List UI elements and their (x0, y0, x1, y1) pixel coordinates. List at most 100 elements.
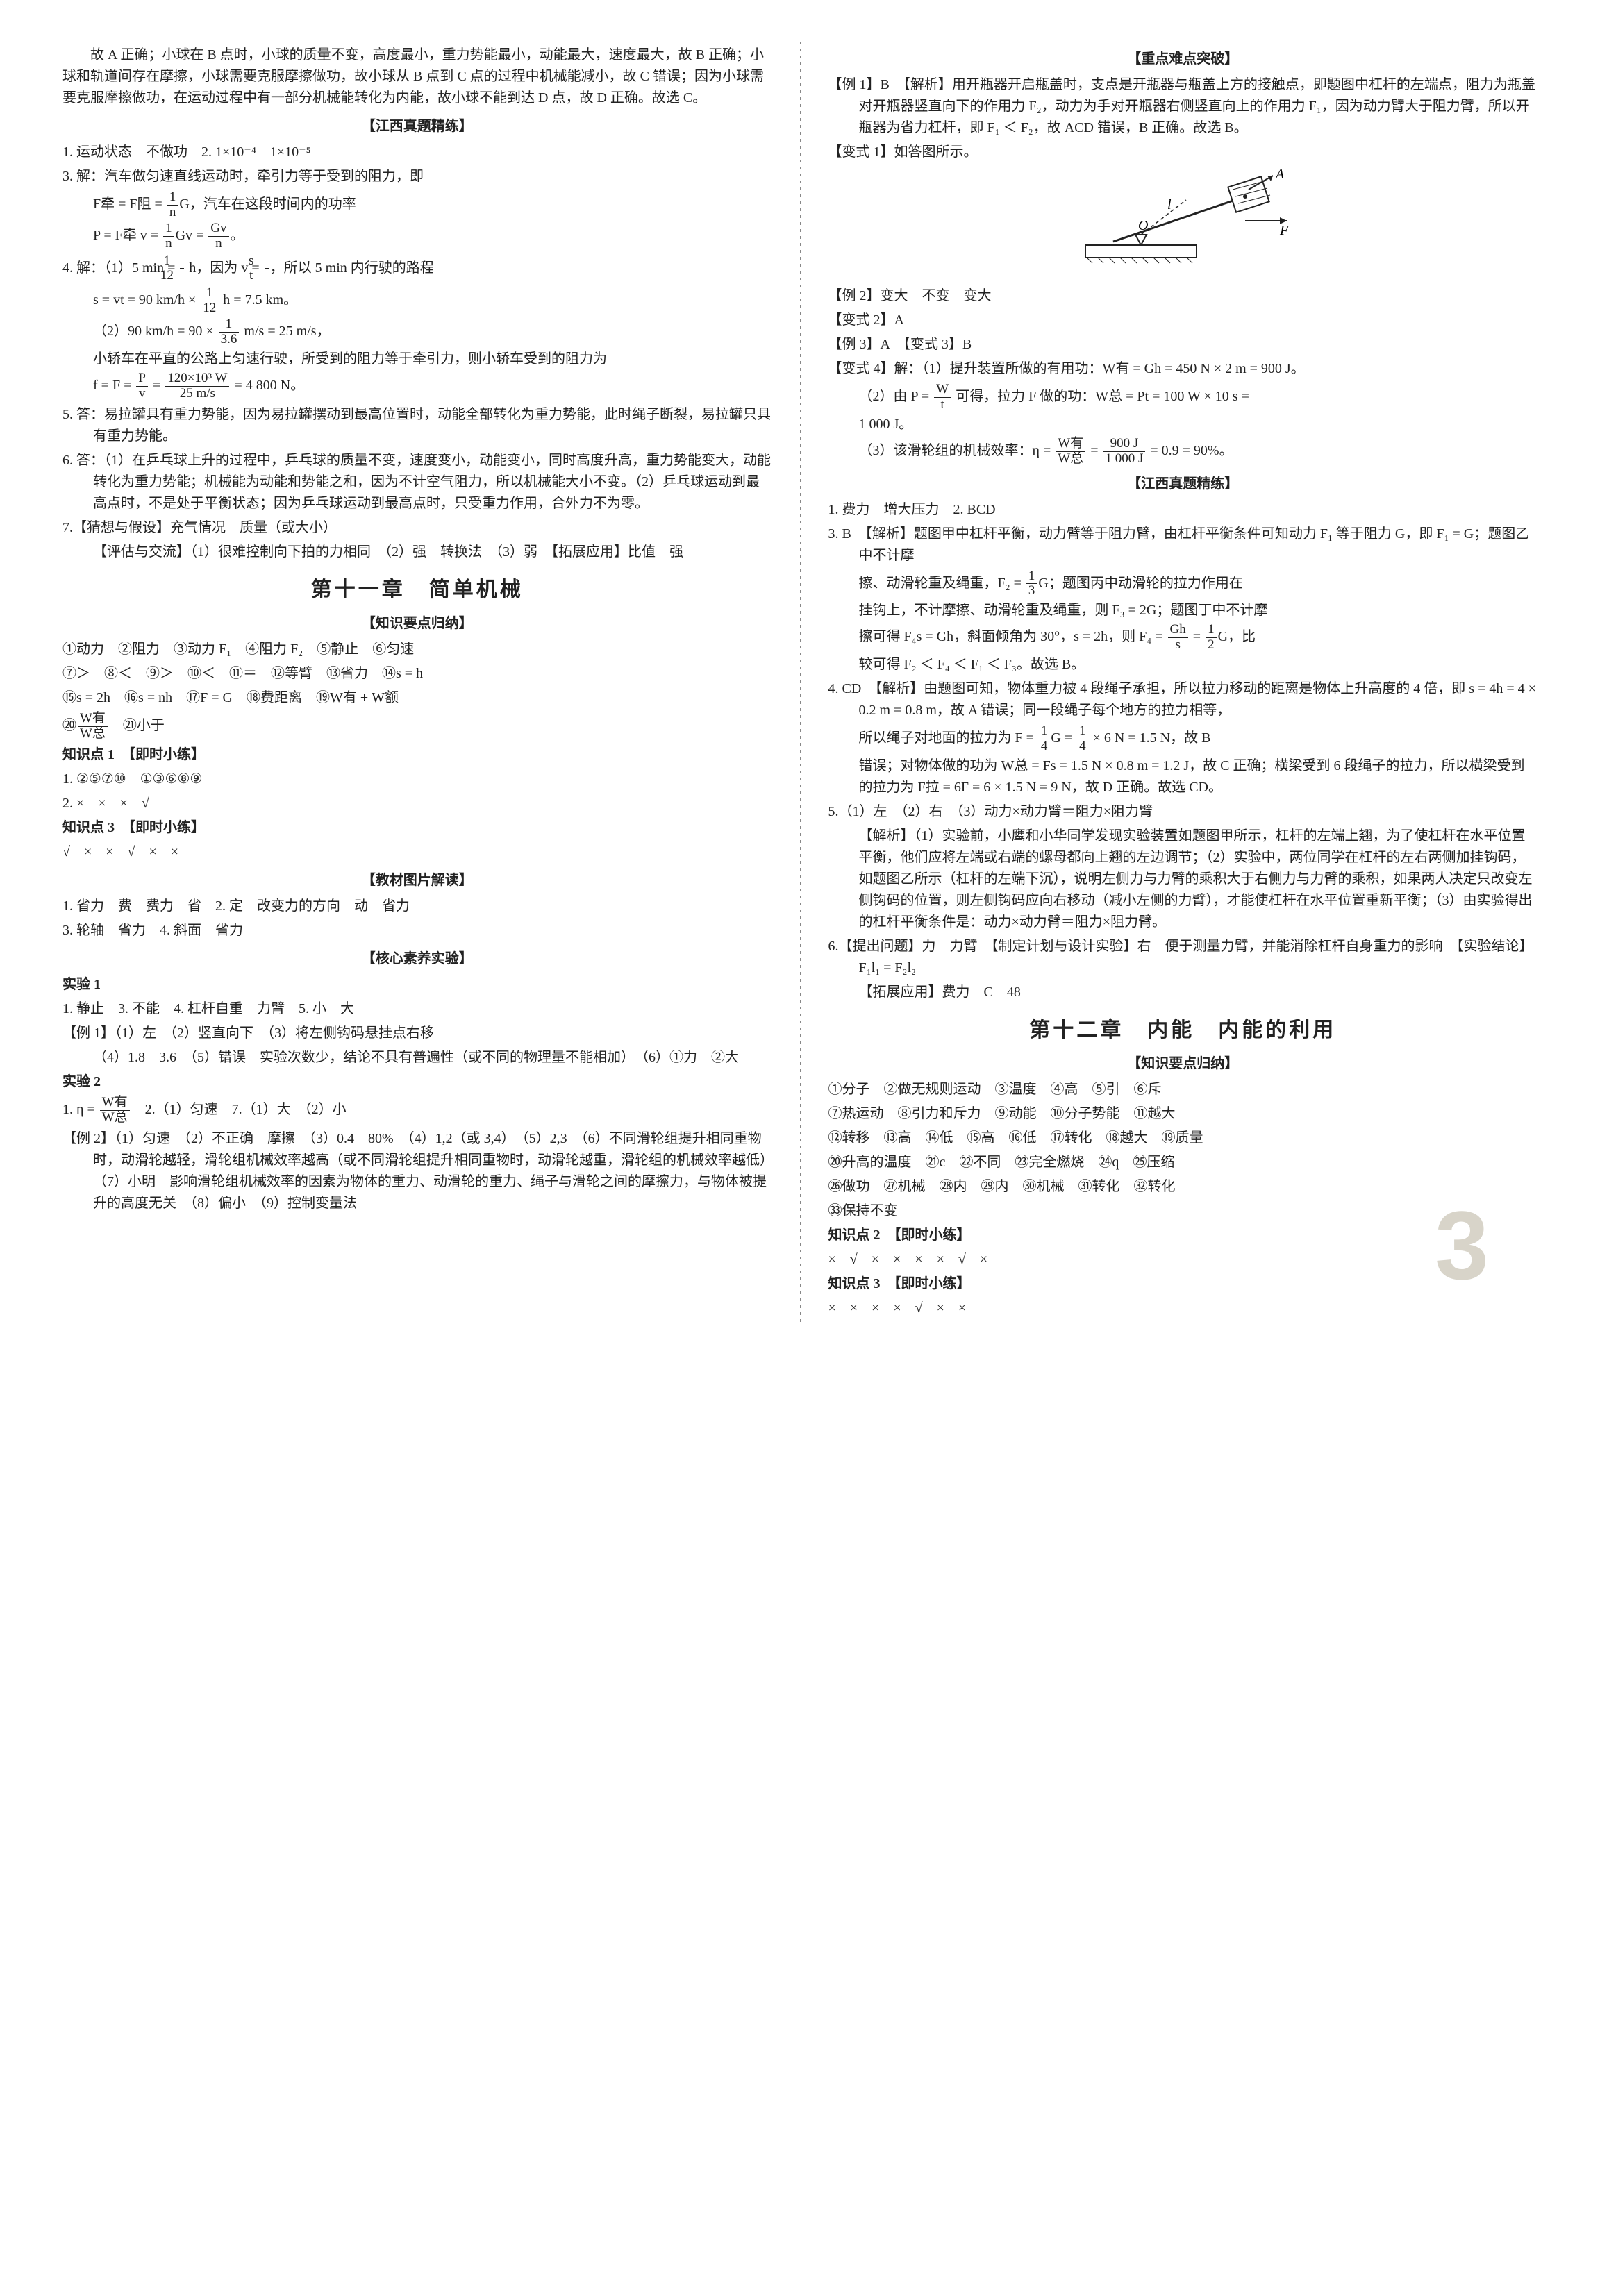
eq-text: P = F牵 v = (93, 228, 162, 243)
fraction: Ghs (1168, 623, 1188, 653)
fraction: Gvn (208, 221, 228, 251)
fraction: 12 (1206, 623, 1217, 653)
section-zhongdian: 【重点难点突破】 (828, 49, 1538, 70)
zsd1-line: 2. × × × √ (62, 793, 772, 814)
lever-svg: O l A F (1072, 169, 1294, 273)
fraction: Wt (934, 383, 951, 412)
guina2-line: ⑳升高的温度 ㉑c ㉒不同 ㉓完全燃烧 ㉔q ㉕压缩 (828, 1152, 1538, 1173)
jx6b: 【拓展应用】费力 C 48 (859, 982, 1538, 1003)
q3-head: 3. 解：汽车做匀速直线运动时，牵引力等于受到的阻力，即 (62, 166, 772, 187)
jx3d: 擦可得 F₄s = Gh，斜面倾角为 30°，s = 2h，则 F₄ = Ghs… (859, 623, 1538, 653)
chapter-11-title: 第十一章 简单机械 (62, 574, 772, 607)
fraction: 13.6 (219, 317, 240, 347)
guina-line: ⑦＞ ⑧＜ ⑨＞ ⑩＜ ⑪＝ ⑫等臂 ⑬省力 ⑭s = h (62, 663, 772, 685)
jiedu-line: 1. 省力 费 费力 省 2. 定 改变力的方向 动 省力 (62, 896, 772, 917)
example-2: 【例 2】（1）匀速 （2）不正确 摩擦 （3）0.4 80% （4）1,2（或… (62, 1128, 772, 1214)
guina2-line: ⑫转移 ⑬高 ⑭低 ⑮高 ⑯低 ⑰转化 ⑱越大 ⑲质量 (828, 1128, 1538, 1149)
section-jiedu: 【教材图片解读】 (62, 870, 772, 891)
knowledge-point-3: 知识点 3 【即时小练】 (62, 817, 772, 839)
q5: 5. 答：易拉罐具有重力势能，因为易拉罐摆动到最高位置时，动能全部转化为重力势能… (62, 404, 772, 447)
guina-line: ⑮s = 2h ⑯s = nh ⑰F = G ⑱费距离 ⑲W有 + W额 (62, 687, 772, 709)
example-1: 【例 1】（1）左 （2）竖直向下 （3）将左侧钩码悬挂点右移 (62, 1023, 772, 1044)
zsd3-line: √ × × √ × × (62, 841, 772, 863)
q6: 6. 答：（1）在乒乓球上升的过程中，乒乓球的质量不变，速度变小，动能变小，同时… (62, 450, 772, 514)
fraction: 1n (167, 190, 178, 220)
jx5b: 【解析】（1）实验前，小鹰和小华同学发现实验装置如题图甲所示，杠杆的左端上翘，为… (859, 826, 1538, 933)
eq-text: 。 (231, 228, 244, 243)
q1: 1. 运动状态 不做功 2. 1×10⁻⁴ 1×10⁻⁵ (62, 142, 772, 163)
sy2-line: 1. η = W有W总 2.（1）匀速 7.（1）大 （2）小 (62, 1096, 772, 1125)
guina2-line: ㉖做功 ㉗机械 ㉘内 ㉙内 ㉚机械 ㉛转化 ㉜转化 (828, 1176, 1538, 1198)
knowledge-point-2b: 知识点 2 【即时小练】 (828, 1225, 1538, 1246)
bianshi-1: 【变式 1】如答图所示。 (828, 142, 1538, 163)
guina2-line: ①分子 ②做无规则运动 ③温度 ④高 ⑤引 ⑥斥 (828, 1079, 1538, 1100)
q4-b: （2）90 km/h = 90 × 13.6 m/s = 25 m/s， (93, 317, 772, 347)
fraction: W有W总 (1056, 437, 1085, 467)
eq-text: G，汽车在这段时间内的功率 (179, 196, 356, 212)
jx4a: 4. CD 【解析】由题图可知，物体重力被 4 段绳子承担，所以拉力移动的距离是… (828, 678, 1538, 721)
jiedu-line: 3. 轮轴 省力 4. 斜面 省力 (62, 920, 772, 941)
zsd1-line: 1. ②⑤⑦⑩ ①③⑥⑧⑨ (62, 769, 772, 790)
jx5a: 5.（1）左 （2）右 （3）动力×动力臂＝阻力×阻力臂 (828, 801, 1538, 823)
sy1-line: 1. 静止 3. 不能 4. 杠杆自重 力臂 5. 小 大 (62, 998, 772, 1020)
zsd2b-line: × √ × × × × √ × (828, 1249, 1538, 1271)
jx1: 1. 费力 增大压力 2. BCD (828, 499, 1538, 521)
bianshi-4a: 【变式 4】解：（1）提升装置所做的有用功：W有 = Gh = 450 N × … (828, 358, 1538, 380)
fraction: 13 (1026, 569, 1038, 599)
guina2-line: ⑦热运动 ⑧引力和斥力 ⑨动能 ⑩分子势能 ⑪越大 (828, 1103, 1538, 1125)
experiment-1-label: 实验 1 (62, 974, 772, 996)
section-shiyan: 【核心素养实验】 (62, 948, 772, 970)
section-guina: 【知识要点归纳】 (62, 613, 772, 635)
fraction: 1n (163, 221, 174, 251)
bianshi-4b2: 1 000 J。 (859, 414, 1538, 435)
guina2-line: ㉝保持不变 (828, 1200, 1538, 1222)
q3-eq2: P = F牵 v = 1nGv = Gvn。 (93, 221, 772, 251)
fraction: 120×10³ W25 m/s (165, 371, 229, 401)
example-2-right: 【例 2】变大 不变 变大 (828, 285, 1538, 307)
label-O: O (1138, 218, 1148, 233)
q4-c: 小轿车在平直的公路上匀速行驶，所受到的阻力等于牵引力，则小轿车受到的阻力为 (93, 349, 772, 370)
left-column: 故 A 正确；小球在 B 点时，小球的质量不变，高度最小，重力势能最小，动能最大… (62, 42, 772, 1322)
jx3c: 挂钩上，不计摩擦、动滑轮重及绳重，则 F₃ = 2G；题图丁中不计摩 (859, 600, 1538, 621)
fraction: 14 (1077, 724, 1088, 754)
guina-line: ①动力 ②阻力 ③动力 F₁ ④阻力 F₂ ⑤静止 ⑥匀速 (62, 639, 772, 660)
experiment-2-label: 实验 2 (62, 1071, 772, 1093)
column-divider (800, 42, 801, 1322)
bianshi-2: 【变式 2】A (828, 310, 1538, 331)
eq-text: F牵 = F阻 = (93, 196, 166, 212)
jx4b: 所以绳子对地面的拉力为 F = 14G = 14 × 6 N = 1.5 N，故… (859, 724, 1538, 754)
label-F: F (1279, 223, 1289, 238)
example-1-right: 【例 1】B 【解析】用开瓶器开启瓶盖时，支点是开瓶器与瓶盖上方的接触点，即题图… (828, 74, 1538, 139)
fraction: st (265, 254, 269, 284)
jx6a: 6.【提出问题】力 力臂 【制定计划与设计实验】右 便于测量力臂，并能消除杠杆自… (828, 936, 1538, 979)
jx3a: 3. B 【解析】题图甲中杠杆平衡，动力臂等于阻力臂，由杠杆平衡条件可知动力 F… (828, 523, 1538, 567)
q4-eq2: s = vt = 90 km/h × 112 h = 7.5 km。 (93, 286, 772, 316)
q4-d: f = F = Pv = 120×10³ W25 m/s = 4 800 N。 (93, 371, 772, 401)
bianshi-4c: （3）该滑轮组的机械效率：η = W有W总 = 900 J1 000 J = 0… (859, 437, 1538, 467)
chapter-12-title: 第十二章 内能 内能的利用 (828, 1014, 1538, 1047)
intro-paragraph: 故 A 正确；小球在 B 点时，小球的质量不变，高度最小，重力势能最小，动能最大… (62, 44, 772, 109)
fraction: 900 J1 000 J (1103, 437, 1145, 467)
fraction: W有W总 (78, 712, 108, 741)
knowledge-point-3b: 知识点 3 【即时小练】 (828, 1273, 1538, 1295)
fraction: 112 (201, 286, 218, 316)
eq-text: Gv = (176, 228, 208, 243)
guina-line: ⑳W有W总 ㉑小于 (62, 712, 772, 741)
jx4c: 错误；对物体做的功为 W总 = Fs = 1.5 N × 0.8 m = 1.2… (859, 755, 1538, 798)
section-guina-2: 【知识要点归纳】 (828, 1053, 1538, 1075)
right-column: 【重点难点突破】 【例 1】B 【解析】用开瓶器开启瓶盖时，支点是开瓶器与瓶盖上… (828, 42, 1538, 1322)
jx3e: 较可得 F₂ ＜ F₄ ＜ F₁ ＜ F₃。故选 B。 (859, 654, 1538, 676)
example-1b: （4）1.8 3.6 （5）错误 实验次数少，结论不具有普遍性（或不同的物理量不… (93, 1047, 772, 1069)
label-A: A (1274, 169, 1285, 182)
q4-head: 4. 解：（1）5 min = 112 h，因为 v = st，所以 5 min… (62, 254, 772, 284)
zsd3b-line: × × × × √ × × (828, 1298, 1538, 1319)
bianshi-4b: （2）由 P = Wt 可得，拉力 F 做的功：W总 = Pt = 100 W … (859, 383, 1538, 412)
q7b: 【评估与交流】（1）很难控制向下拍的力相同 （2）强 转换法 （3）弱 【拓展应… (93, 542, 772, 563)
section-jiangxi-1: 【江西真题精练】 (62, 116, 772, 137)
label-l: l (1167, 197, 1172, 212)
example-3-right: 【例 3】A 【变式 3】B (828, 334, 1538, 355)
fraction: W有W总 (100, 1096, 130, 1125)
q3-eq1: F牵 = F阻 = 1nG，汽车在这段时间内的功率 (93, 190, 772, 220)
lever-diagram: O l A F (828, 169, 1538, 280)
fraction: Pv (136, 371, 148, 401)
